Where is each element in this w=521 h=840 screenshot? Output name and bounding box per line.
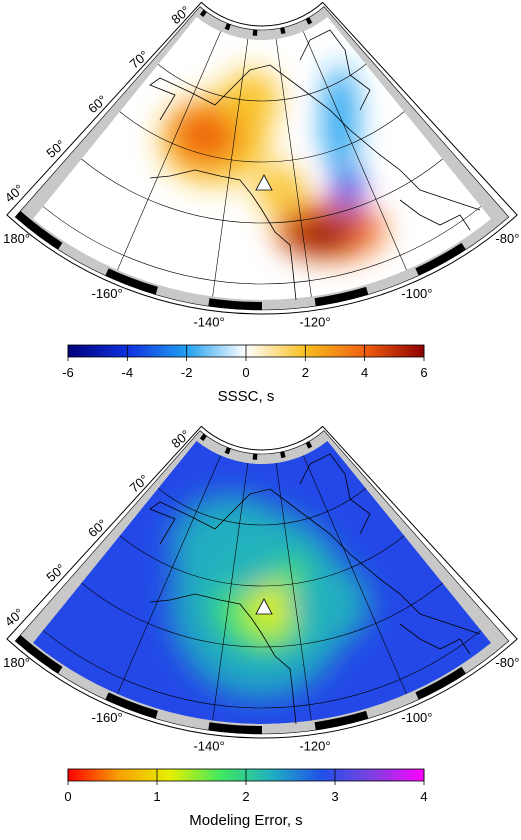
- frame-tick: [252, 453, 258, 460]
- colorbar-tick-label: 4: [420, 789, 427, 804]
- coastline: [299, 453, 371, 535]
- longitude-label: -80°: [495, 231, 519, 246]
- field-blob: [334, 165, 362, 215]
- colorbar-tick-label: 4: [361, 365, 368, 380]
- colorbar-tick-label: -2: [181, 365, 193, 380]
- longitude-line: [212, 462, 249, 721]
- frame-tick: [105, 692, 158, 719]
- field-blobs: [170, 494, 370, 699]
- colorbar-tick-label: 6: [420, 365, 427, 380]
- frame-tick: [314, 710, 369, 731]
- field-blob: [170, 105, 240, 165]
- field-blob: [220, 70, 280, 130]
- frame-tick: [305, 17, 313, 25]
- longitude-line: [212, 38, 249, 297]
- longitude-line: [303, 455, 407, 695]
- station-marker: [255, 174, 273, 191]
- frame-tick: [208, 722, 262, 734]
- frame-tick: [199, 433, 207, 442]
- data-field: [32, 440, 492, 724]
- latitude-line: [157, 487, 367, 526]
- latitude-line: [119, 111, 405, 163]
- latitude-line: [42, 630, 482, 709]
- colorbar-tick-label: -6: [62, 365, 74, 380]
- station-marker: [255, 598, 273, 615]
- colorbar-tick-label: 2: [242, 789, 249, 804]
- longitude-line: [275, 462, 312, 721]
- latitude-line: [81, 158, 443, 224]
- frame-tick: [224, 23, 231, 31]
- colorbar-tick-label: 0: [242, 365, 249, 380]
- frame-tick: [415, 242, 466, 276]
- coastline: [299, 29, 371, 111]
- colorbar-tick-label: 3: [331, 789, 338, 804]
- frame-tick: [280, 451, 286, 459]
- frame-tick: [105, 268, 158, 295]
- colorbar-tick-label: 0: [64, 789, 71, 804]
- longitude-label: -100°: [401, 710, 432, 725]
- longitude-line: [117, 31, 221, 271]
- frame-tick: [15, 634, 63, 674]
- coastline: [149, 64, 481, 211]
- frame-tick: [208, 298, 262, 310]
- frame-tick: [224, 447, 231, 455]
- field-blob: [245, 581, 295, 637]
- longitude-label: 180°: [3, 655, 30, 670]
- coastline: [149, 488, 481, 635]
- map-panel: 80°70°60°50°40°180°-160°-140° -120°-100°-…: [2, 425, 519, 829]
- frame-tick: [314, 286, 369, 307]
- longitude-label: -160°: [92, 286, 123, 301]
- latitude-line: [42, 206, 482, 285]
- coastline: [399, 199, 471, 231]
- frame-tick: [252, 29, 258, 36]
- longitude-line: [303, 31, 407, 271]
- latitude-line: [119, 535, 405, 587]
- coastline: [399, 623, 471, 655]
- colorbar-tick-label: 2: [302, 365, 309, 380]
- longitude-line: [117, 455, 221, 695]
- colorbar-title: SSSC, s: [218, 388, 275, 405]
- latitude-line: [81, 582, 443, 648]
- field-blob: [255, 165, 305, 215]
- longitude-label: -120°: [299, 314, 330, 329]
- frame-tick: [199, 9, 207, 18]
- longitude-label: -100°: [401, 286, 432, 301]
- latitude-line: [157, 63, 367, 102]
- coastline: [149, 593, 297, 725]
- colorbar-tick-label: -4: [122, 365, 134, 380]
- frame-tick: [415, 666, 466, 700]
- longitude-label: -140°: [193, 738, 224, 753]
- longitude-label: -140°: [193, 314, 224, 329]
- field-blob: [290, 564, 370, 644]
- longitude-label: -120°: [299, 738, 330, 753]
- coastline: [149, 169, 297, 301]
- field-blob: [285, 217, 355, 253]
- colorbar-title: Modeling Error, s: [189, 812, 302, 829]
- colorbar-tick-label: 1: [153, 789, 160, 804]
- frame-tick: [15, 210, 63, 250]
- field-blob: [170, 494, 290, 594]
- frame-tick: [305, 441, 313, 449]
- frame-tick: [280, 27, 286, 35]
- longitude-label: -80°: [495, 655, 519, 670]
- map-panel: 80°70°60°50°40°180°-160°-140° -120°-100°-…: [2, 1, 519, 405]
- longitude-label: -160°: [92, 710, 123, 725]
- longitude-label: 180°: [3, 231, 30, 246]
- longitude-line: [275, 38, 312, 297]
- data-field: [32, 16, 492, 301]
